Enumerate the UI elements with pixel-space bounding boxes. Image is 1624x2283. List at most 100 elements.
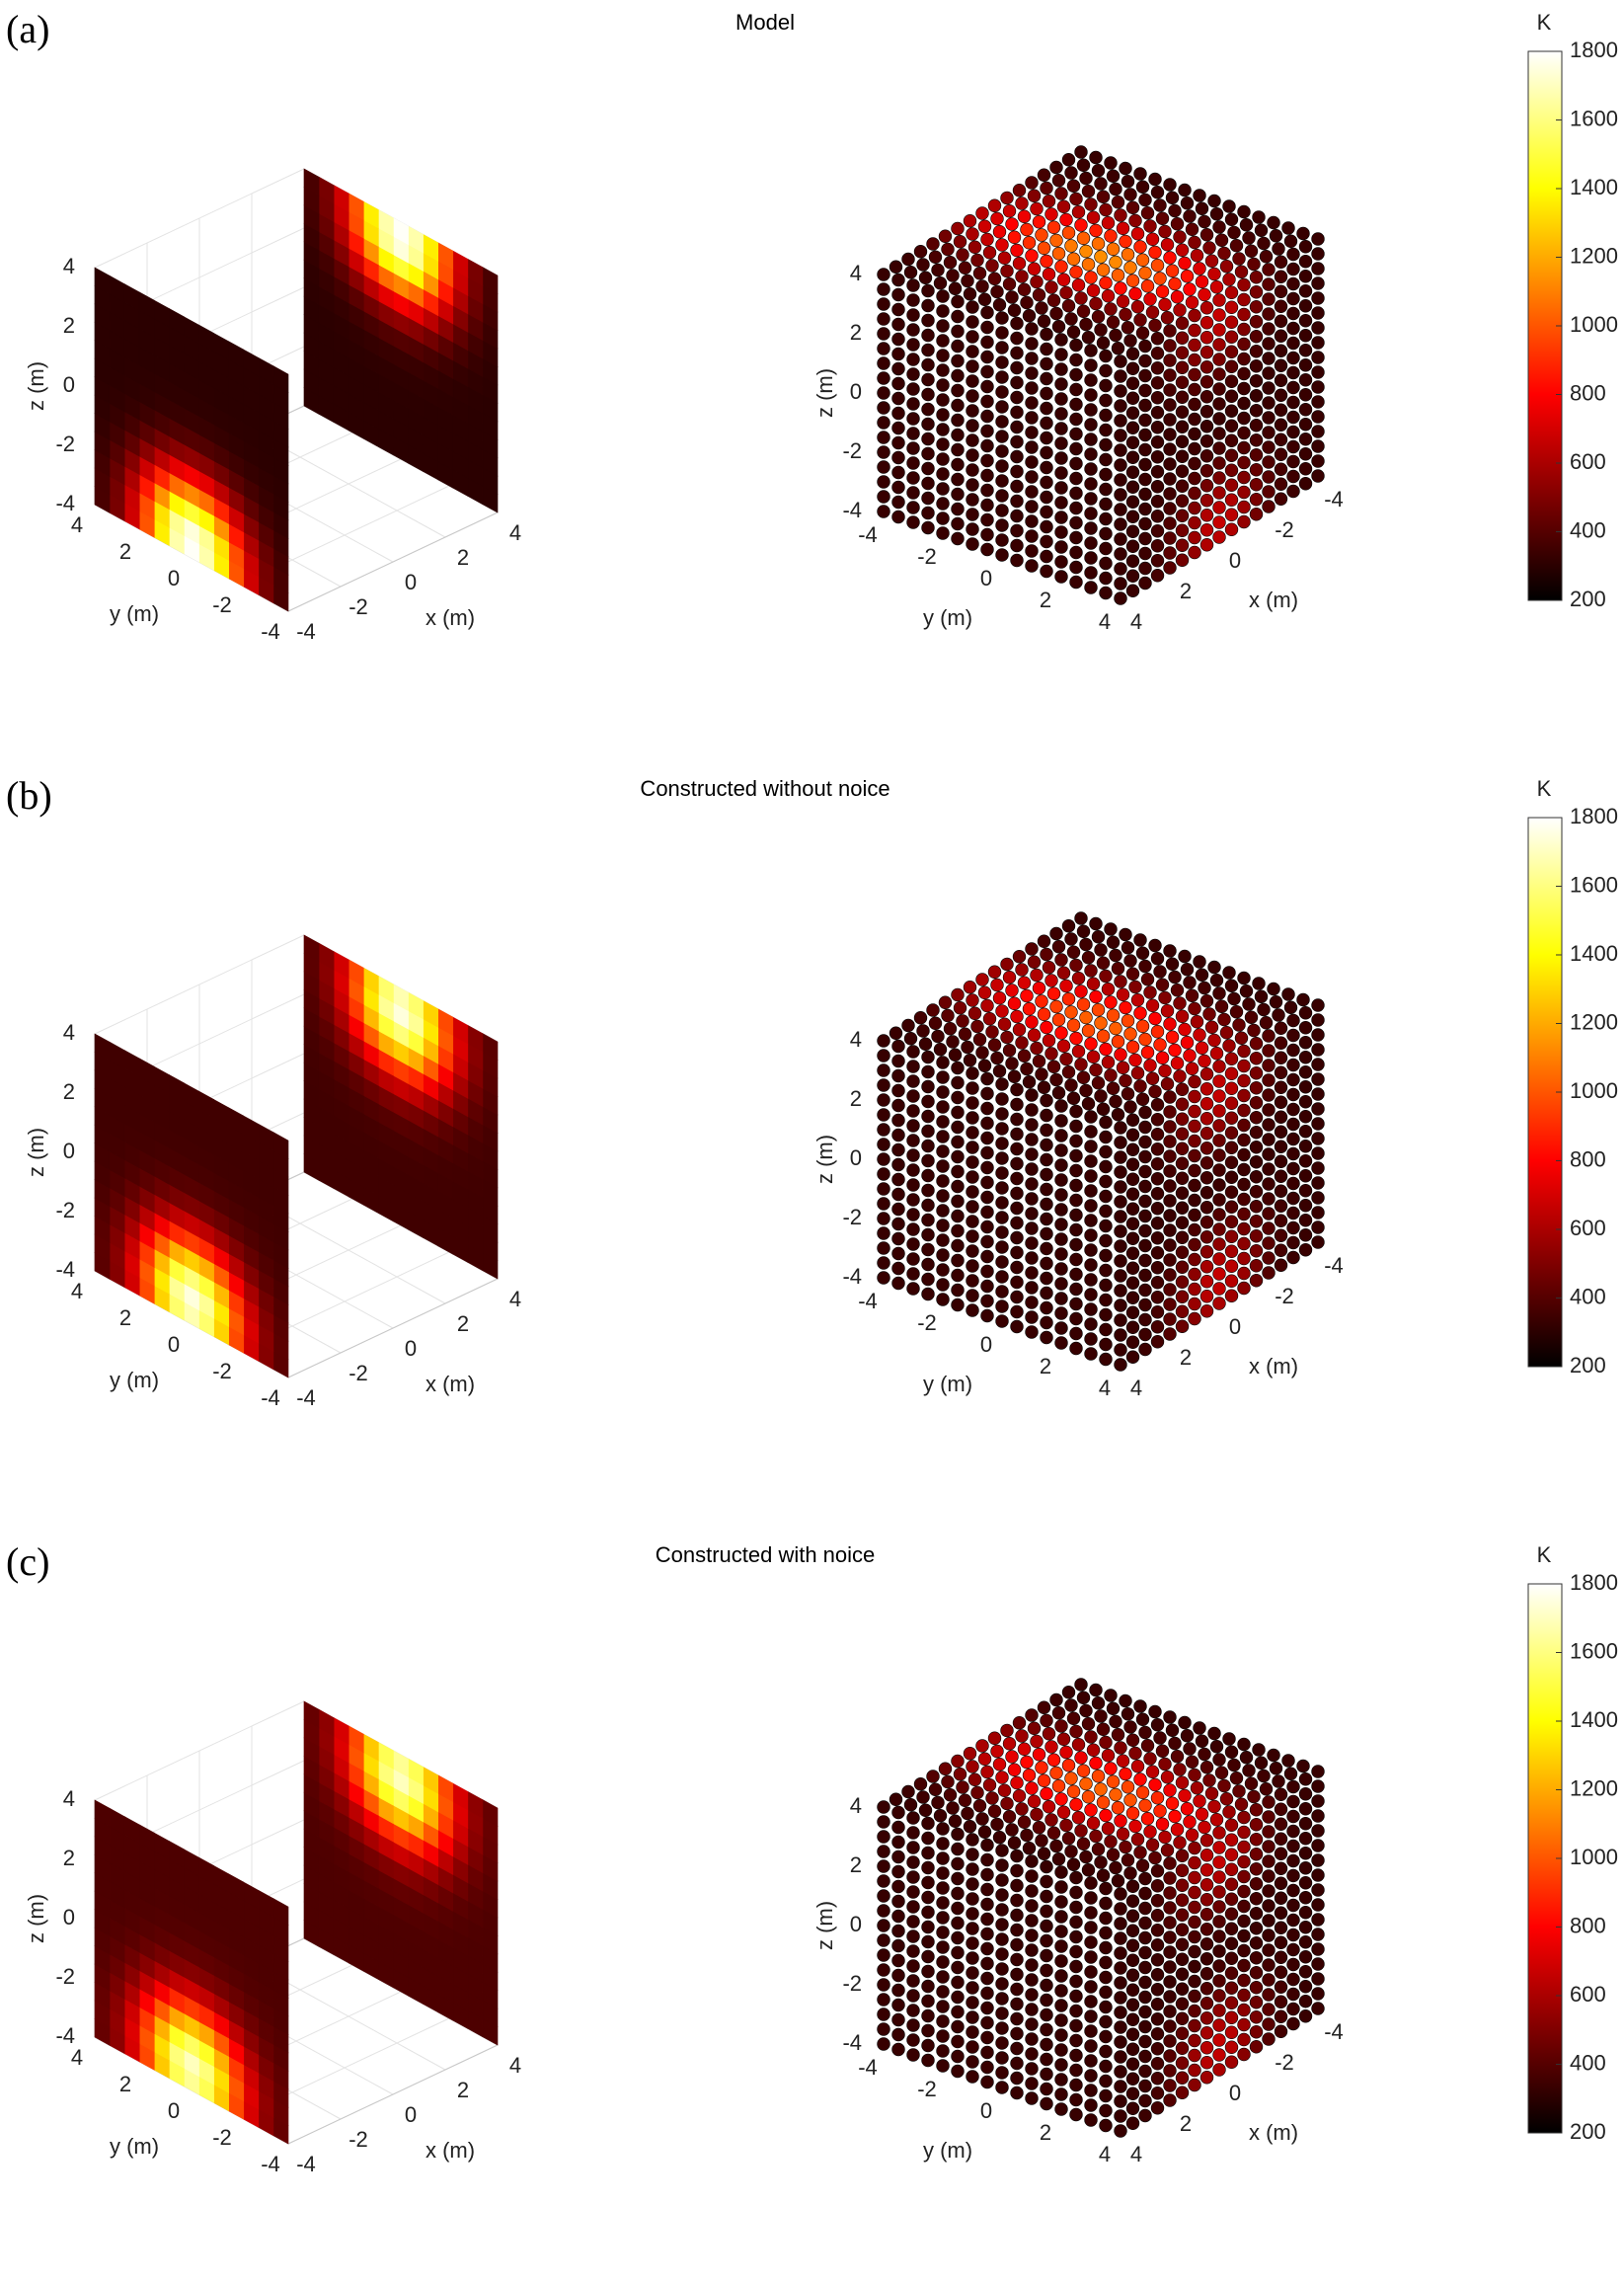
- data-point: [980, 1986, 994, 2001]
- data-point: [1025, 1088, 1039, 1102]
- data-point: [1099, 467, 1113, 482]
- data-point: [1199, 509, 1214, 522]
- data-point: [931, 263, 945, 277]
- data-point: [1069, 1929, 1083, 1944]
- data-point: [1274, 447, 1288, 461]
- data-point: [1084, 492, 1098, 506]
- data-point: [1150, 1261, 1165, 1275]
- data-point: [980, 453, 994, 468]
- data-point: [921, 372, 935, 387]
- data-point: [1040, 2022, 1053, 2037]
- data-point: [1175, 509, 1190, 522]
- data-point: [1104, 1835, 1118, 1849]
- data-point: [1175, 2041, 1190, 2055]
- data-point: [1298, 1095, 1313, 1109]
- data-point: [1025, 1884, 1039, 1898]
- data-point: [906, 1267, 920, 1281]
- data-point: [967, 1772, 982, 1786]
- data-point: [1084, 1995, 1098, 2008]
- data-point: [1069, 1797, 1083, 1812]
- data-point: [1311, 439, 1325, 453]
- data-point: [951, 1090, 965, 1105]
- data-point: [1298, 1065, 1313, 1079]
- data-point: [1061, 299, 1076, 313]
- data-point: [948, 281, 963, 295]
- data-point: [1249, 1818, 1264, 1832]
- data-point: [1188, 1089, 1201, 1104]
- data-point: [1234, 265, 1249, 278]
- data-point: [1125, 1983, 1140, 1997]
- data-point: [1207, 960, 1221, 975]
- data-point: [901, 1018, 915, 1033]
- data-point: [1125, 2012, 1140, 2026]
- data-point: [1274, 1847, 1288, 1860]
- data-point: [1262, 1073, 1276, 1087]
- data-point: [1125, 1879, 1140, 1893]
- data-point: [1222, 1732, 1236, 1746]
- data-point: [891, 273, 905, 287]
- data-point: [1084, 1730, 1098, 1744]
- data-point: [1247, 257, 1261, 272]
- data-point: [951, 1283, 965, 1298]
- data-point: [1140, 1812, 1155, 1826]
- data-point: [1096, 336, 1111, 350]
- data-point: [936, 2044, 950, 2058]
- data-point: [1188, 2063, 1201, 2078]
- data-point: [1128, 1819, 1142, 1834]
- data-point: [972, 1799, 987, 1813]
- z-tick-label: -4: [842, 498, 862, 522]
- data-point: [980, 1086, 994, 1101]
- x-tick-label: 0: [1229, 2081, 1241, 2105]
- colorbar-unit: K: [1537, 1542, 1552, 1567]
- data-point: [936, 1248, 950, 1262]
- panel-title: Model: [735, 10, 795, 35]
- data-point: [1274, 1891, 1288, 1905]
- data-point: [1311, 1058, 1325, 1071]
- y-tick-label: 2: [119, 539, 131, 564]
- axis-line: [287, 512, 499, 612]
- y-tick-label: 2: [119, 1305, 131, 1330]
- data-point: [906, 1193, 920, 1207]
- data-point: [926, 1770, 940, 1783]
- data-point: [1066, 252, 1081, 266]
- data-point: [1199, 1982, 1214, 1996]
- data-point: [1025, 500, 1039, 513]
- data-point: [1114, 1195, 1127, 1209]
- data-point: [1054, 1143, 1068, 1157]
- data-point: [1185, 1755, 1199, 1769]
- data-point: [1188, 382, 1201, 397]
- data-point: [1138, 1916, 1152, 1930]
- data-point: [1311, 1868, 1325, 1882]
- data-point: [1212, 1297, 1226, 1310]
- data-point: [1183, 1742, 1197, 1756]
- data-point: [1064, 1698, 1078, 1712]
- data-point: [1224, 1200, 1239, 1214]
- data-point: [966, 463, 979, 477]
- data-point: [1212, 986, 1226, 1000]
- data-point: [967, 1006, 982, 1020]
- y-tick-label: 0: [168, 1332, 180, 1357]
- data-point: [1274, 1980, 1288, 1994]
- data-point: [921, 1064, 935, 1079]
- data-point: [1237, 1118, 1251, 1133]
- data-point: [995, 1285, 1009, 1299]
- data-point: [1150, 1231, 1165, 1245]
- data-point: [877, 1152, 890, 1166]
- data-point: [933, 276, 948, 290]
- data-point: [877, 312, 890, 326]
- data-point: [1099, 423, 1113, 437]
- data-point: [946, 1035, 960, 1049]
- y-axis-label: y (m): [923, 1372, 972, 1396]
- data-point: [877, 2007, 890, 2021]
- data-point: [1106, 1848, 1121, 1861]
- data-point: [1269, 1762, 1283, 1775]
- data-point: [877, 1919, 890, 1932]
- data-point: [1143, 292, 1157, 306]
- data-point: [1104, 1068, 1118, 1082]
- data-point: [1311, 351, 1325, 364]
- data-point: [1150, 1909, 1165, 1923]
- data-point: [1262, 307, 1276, 321]
- data-point: [1232, 1018, 1246, 1032]
- data-point: [1099, 1115, 1113, 1130]
- data-point: [1099, 1940, 1113, 1955]
